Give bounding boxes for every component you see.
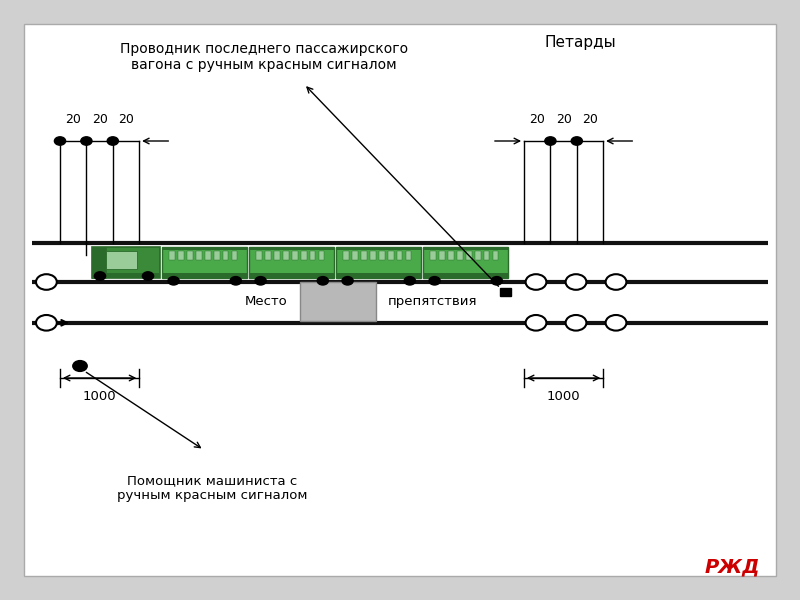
- Circle shape: [491, 277, 502, 285]
- Circle shape: [566, 315, 586, 331]
- Text: 20: 20: [66, 113, 81, 126]
- Circle shape: [54, 137, 66, 145]
- Bar: [318, 251, 325, 259]
- Bar: [282, 251, 289, 259]
- Bar: [423, 274, 508, 278]
- Bar: [92, 247, 106, 278]
- Bar: [493, 251, 498, 259]
- Bar: [301, 251, 306, 259]
- Circle shape: [342, 277, 354, 285]
- Bar: [274, 251, 279, 259]
- Text: 20: 20: [92, 113, 107, 126]
- Bar: [106, 251, 137, 269]
- Circle shape: [606, 315, 626, 331]
- Bar: [457, 251, 462, 259]
- Text: Петарды: Петарды: [544, 34, 616, 49]
- Text: препятствия: препятствия: [388, 295, 478, 308]
- Text: 20: 20: [556, 113, 571, 126]
- Bar: [162, 247, 247, 250]
- Text: Место: Место: [246, 295, 288, 308]
- Bar: [370, 251, 375, 259]
- Circle shape: [255, 277, 266, 285]
- Bar: [0, 0, 800, 24]
- Bar: [484, 251, 490, 259]
- Bar: [196, 251, 202, 259]
- Text: 1000: 1000: [82, 390, 117, 403]
- Circle shape: [94, 272, 106, 280]
- Bar: [265, 251, 270, 259]
- Bar: [378, 251, 385, 259]
- Text: 20: 20: [118, 113, 134, 126]
- Bar: [178, 251, 184, 259]
- Bar: [336, 247, 421, 250]
- Text: РЖД: РЖД: [704, 557, 760, 577]
- Circle shape: [81, 137, 92, 145]
- Bar: [501, 288, 511, 296]
- Bar: [423, 247, 508, 250]
- Bar: [474, 251, 481, 259]
- Circle shape: [142, 272, 154, 280]
- Bar: [0, 576, 800, 600]
- Bar: [336, 247, 421, 278]
- Bar: [466, 251, 471, 259]
- Circle shape: [107, 137, 118, 145]
- Circle shape: [606, 274, 626, 290]
- Bar: [250, 247, 334, 278]
- Bar: [310, 251, 315, 259]
- Bar: [448, 251, 454, 259]
- Bar: [336, 274, 421, 278]
- Circle shape: [429, 277, 440, 285]
- Bar: [0, 0, 24, 600]
- Bar: [205, 251, 210, 259]
- Circle shape: [230, 277, 242, 285]
- Text: 20: 20: [582, 113, 598, 126]
- Bar: [186, 251, 193, 259]
- Circle shape: [317, 277, 329, 285]
- Circle shape: [545, 137, 556, 145]
- Circle shape: [73, 361, 87, 371]
- Bar: [361, 251, 366, 259]
- Bar: [776, 0, 800, 600]
- Bar: [406, 251, 411, 259]
- Text: Проводник последнего пассажирского
вагона с ручным красным сигналом: Проводник последнего пассажирского вагон…: [120, 42, 408, 72]
- Circle shape: [566, 274, 586, 290]
- Text: Помощник машиниста с
ручным красным сигналом: Помощник машиниста с ручным красным сигн…: [117, 474, 307, 502]
- Bar: [169, 251, 174, 259]
- Bar: [343, 251, 349, 259]
- Bar: [256, 251, 262, 259]
- Circle shape: [571, 137, 582, 145]
- Bar: [162, 247, 247, 278]
- Circle shape: [526, 274, 546, 290]
- Bar: [352, 251, 358, 259]
- Bar: [162, 274, 247, 278]
- Circle shape: [36, 315, 57, 331]
- Bar: [292, 251, 298, 259]
- Circle shape: [168, 277, 179, 285]
- Bar: [92, 272, 160, 278]
- Bar: [423, 247, 508, 278]
- Text: 1000: 1000: [546, 390, 581, 403]
- Bar: [222, 251, 229, 259]
- Bar: [92, 247, 160, 278]
- Bar: [388, 251, 394, 259]
- Bar: [300, 282, 376, 321]
- Bar: [214, 251, 219, 259]
- Bar: [250, 247, 334, 250]
- Bar: [397, 251, 402, 259]
- Bar: [438, 251, 445, 259]
- Bar: [430, 251, 436, 259]
- Bar: [250, 274, 334, 278]
- Circle shape: [36, 274, 57, 290]
- Circle shape: [404, 277, 415, 285]
- Bar: [232, 251, 238, 259]
- Text: 20: 20: [530, 113, 545, 126]
- Circle shape: [526, 315, 546, 331]
